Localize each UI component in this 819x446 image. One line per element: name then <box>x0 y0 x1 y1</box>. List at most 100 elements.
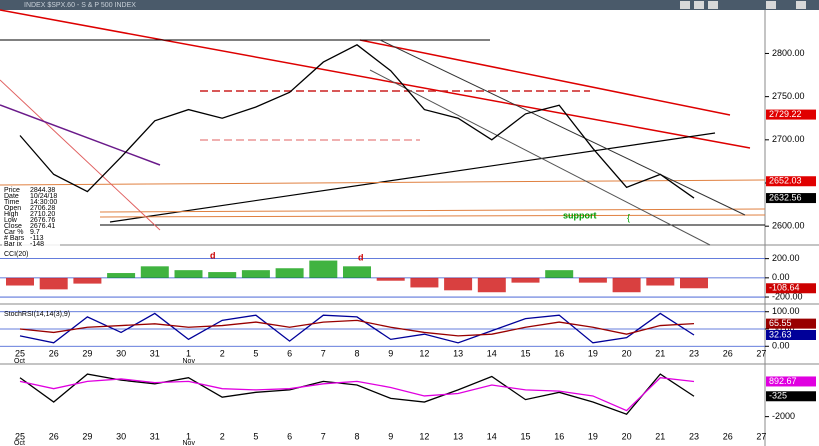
x-tick-label: 1 <box>186 431 191 441</box>
value-marker-label: 32.63 <box>769 329 792 339</box>
x-tick-label: 30 <box>116 348 126 358</box>
month-label: Oct <box>14 358 25 365</box>
value-marker-label: -325 <box>769 391 787 401</box>
bar <box>376 277 405 281</box>
y-tick-label: 0.00 <box>772 341 790 351</box>
trend-line <box>0 79 161 231</box>
x-tick-label: 9 <box>388 431 393 441</box>
bar <box>545 270 574 278</box>
x-tick-label: 29 <box>82 348 92 358</box>
x-tick-label: 26 <box>723 348 733 358</box>
x-tick-label: 7 <box>321 431 326 441</box>
x-tick-label: 21 <box>655 348 665 358</box>
bar <box>511 277 540 283</box>
info-box <box>2 186 60 248</box>
month-label: Oct <box>14 440 25 446</box>
window-button[interactable] <box>708 1 718 9</box>
x-tick-label: 13 <box>453 348 463 358</box>
bar <box>275 268 304 278</box>
x-tick-label: 29 <box>82 431 92 441</box>
y-tick-label: -2000 <box>772 411 795 421</box>
y-tick-label: 100.00 <box>772 306 800 316</box>
x-tick-label: 23 <box>689 348 699 358</box>
x-tick-label: 23 <box>689 431 699 441</box>
brace: { <box>627 212 630 222</box>
window-button[interactable] <box>694 1 704 9</box>
info-label: Price <box>4 187 20 194</box>
y-tick-label: 2800.00 <box>772 48 805 58</box>
x-tick-label: 12 <box>419 431 429 441</box>
value-marker <box>766 376 816 387</box>
info-label: # Bars <box>4 235 25 242</box>
month-label: Nov <box>183 440 196 446</box>
info-value: 2844.38 <box>30 187 55 194</box>
x-tick-label: 20 <box>622 431 632 441</box>
trend-line <box>109 132 716 223</box>
info-value: 10/24/18 <box>30 193 57 200</box>
bar <box>6 277 34 286</box>
bar <box>73 277 102 284</box>
x-tick-label: 21 <box>655 431 665 441</box>
x-tick-label: 6 <box>287 431 292 441</box>
y-tick-label: 2700.00 <box>772 134 805 144</box>
value-marker-label: 65.55 <box>769 318 792 328</box>
annotation: d <box>358 252 364 262</box>
trend-line <box>99 214 766 218</box>
bar <box>410 277 439 288</box>
window-button[interactable] <box>680 1 690 9</box>
x-tick-label: 2 <box>220 431 225 441</box>
value-marker <box>766 193 816 204</box>
bar <box>309 260 338 278</box>
value-marker <box>766 176 816 187</box>
bar <box>477 277 506 293</box>
trend-line <box>369 69 711 246</box>
x-tick-label: 20 <box>622 348 632 358</box>
data-line <box>19 377 695 412</box>
info-label: Time <box>4 199 19 206</box>
window-button[interactable] <box>766 1 776 9</box>
bar <box>646 277 675 286</box>
x-tick-label: 14 <box>487 431 497 441</box>
info-label: Car % <box>4 229 23 236</box>
x-tick-label: 30 <box>116 431 126 441</box>
bar <box>680 277 708 289</box>
info-label: Low <box>4 217 18 224</box>
trend-line <box>0 179 766 186</box>
x-tick-label: 13 <box>453 431 463 441</box>
value-marker <box>766 318 816 329</box>
window-button[interactable] <box>796 1 806 9</box>
y-tick-label: 200.00 <box>772 253 800 263</box>
x-tick-label: 6 <box>287 348 292 358</box>
bar <box>612 277 641 293</box>
x-tick-label: 7 <box>321 348 326 358</box>
data-line <box>19 44 695 199</box>
x-tick-label: 8 <box>354 348 359 358</box>
bar <box>140 266 169 278</box>
info-label: Date <box>4 193 19 200</box>
x-tick-label: 8 <box>354 431 359 441</box>
bar <box>174 270 203 278</box>
value-marker <box>766 330 816 341</box>
x-tick-label: 26 <box>49 431 59 441</box>
x-tick-label: 15 <box>520 431 530 441</box>
bar <box>444 277 473 291</box>
x-tick-label: 26 <box>723 431 733 441</box>
info-value: 9.7 <box>30 229 40 236</box>
annotation: d <box>210 250 216 260</box>
x-tick-label: 5 <box>253 348 258 358</box>
bar <box>208 272 237 278</box>
panel-title: CCI(20) <box>4 251 29 258</box>
x-tick-label: 19 <box>588 348 598 358</box>
x-tick-label: 16 <box>554 431 564 441</box>
trend-line <box>359 39 731 116</box>
bar <box>578 277 607 283</box>
info-label: Open <box>4 205 21 212</box>
trend-line <box>0 104 161 166</box>
info-value: 2710.20 <box>30 211 55 218</box>
x-tick-label: 12 <box>419 348 429 358</box>
title-bar <box>0 0 819 10</box>
info-value: 2676.76 <box>30 217 55 224</box>
x-tick-label: 2 <box>220 348 225 358</box>
